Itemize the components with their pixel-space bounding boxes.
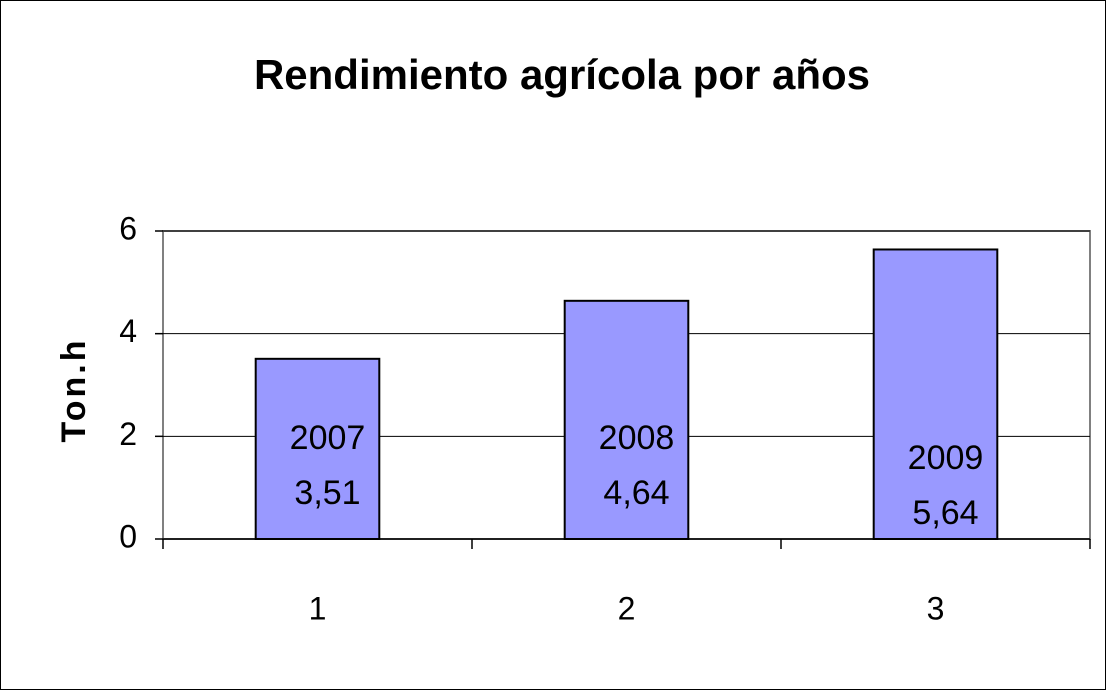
chart-title: Rendimiento agrícola por años	[254, 51, 870, 98]
y-tick-label: 4	[119, 313, 137, 349]
y-tick-label: 0	[119, 518, 137, 554]
x-tick-label: 1	[309, 590, 327, 626]
value-label: 5,64	[912, 494, 978, 532]
value-label: 4,64	[603, 474, 669, 512]
bar-label: 2008	[599, 419, 675, 457]
x-tick-label: 2	[618, 590, 636, 626]
y-tick-label: 6	[119, 210, 137, 246]
bar-label: 2009	[908, 439, 984, 477]
y-axis-label: Ton.h	[55, 338, 93, 443]
y-tick-label: 2	[119, 416, 137, 452]
x-tick-label: 3	[927, 590, 945, 626]
bar-label: 2007	[290, 419, 366, 457]
bar	[563, 299, 690, 540]
value-label: 3,51	[294, 474, 360, 512]
bar	[872, 248, 999, 540]
bar	[254, 357, 381, 540]
